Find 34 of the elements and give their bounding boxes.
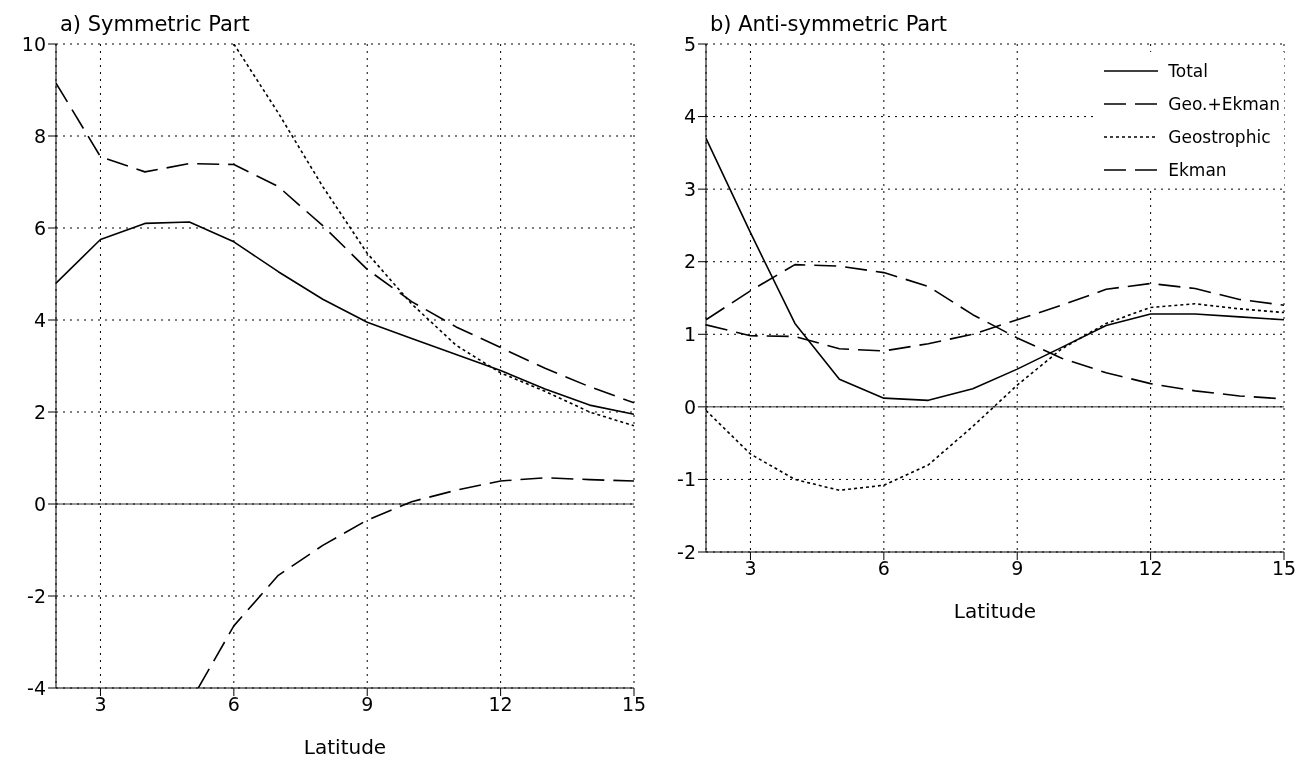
x-tick-label: 3 (94, 693, 107, 716)
x-tick-label: 15 (621, 693, 647, 716)
y-tick-label: -4 (27, 676, 46, 699)
y-tick-label: 2 (683, 250, 696, 273)
x-tick-label: 3 (744, 557, 757, 580)
y-tick-label: -1 (677, 468, 696, 491)
y-tick-label: 8 (33, 124, 46, 147)
x-tick-label: 6 (877, 557, 890, 580)
x-tick-label: 15 (1271, 557, 1297, 580)
legend-label: Total (1168, 60, 1208, 81)
x-axis-title: Latitude (953, 599, 1037, 623)
y-tick-label: 5 (683, 32, 696, 55)
y-tick-label: 3 (683, 177, 696, 200)
legend-label: Geostrophic (1168, 126, 1271, 147)
y-tick-label: 4 (683, 105, 696, 128)
y-tick-label: 10 (21, 32, 46, 55)
y-tick-label: 0 (33, 492, 46, 515)
chart-title: b) Anti-symmetric Part (710, 12, 948, 36)
legend-label: Ekman (1168, 159, 1227, 180)
x-tick-label: 6 (227, 693, 240, 716)
legend-label: Geo.+Ekman (1168, 93, 1280, 114)
y-tick-label: -2 (677, 540, 696, 563)
x-axis-title: Latitude (303, 735, 387, 759)
y-tick-label: -2 (27, 584, 46, 607)
y-tick-label: 4 (33, 308, 46, 331)
x-tick-label: 12 (488, 693, 513, 716)
y-tick-label: 6 (33, 216, 46, 239)
x-tick-label: 9 (361, 693, 374, 716)
y-tick-label: 2 (33, 400, 46, 423)
chart-title: a) Symmetric Part (60, 12, 250, 36)
x-tick-label: 9 (1011, 557, 1024, 580)
y-tick-label: 1 (683, 323, 696, 346)
x-tick-label: 12 (1138, 557, 1163, 580)
y-tick-label: 0 (683, 395, 696, 418)
